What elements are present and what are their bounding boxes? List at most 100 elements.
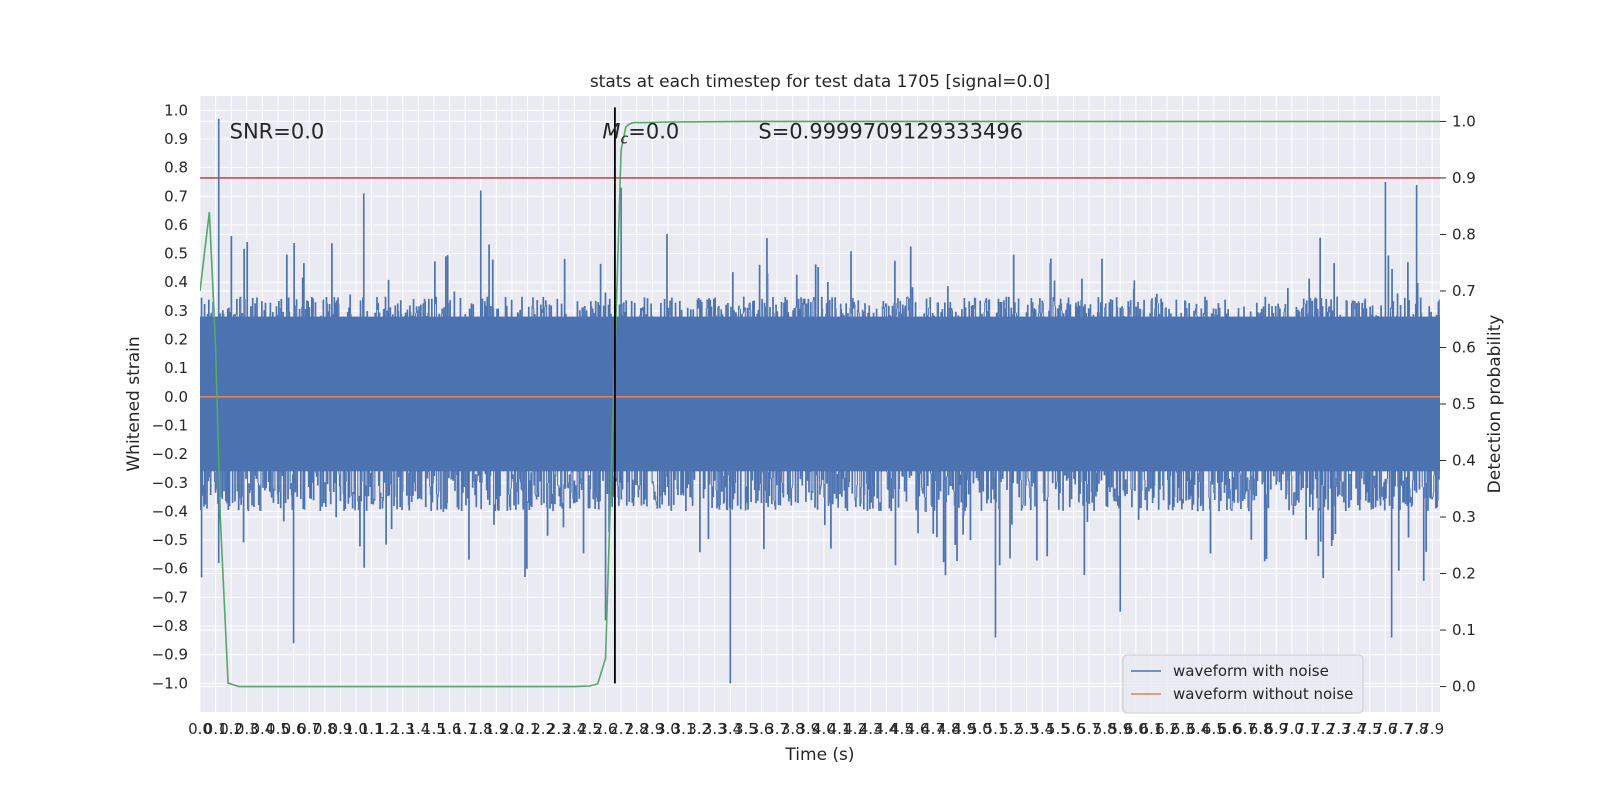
- x-tick-label: 4.0: [812, 720, 836, 738]
- y-tick-label: 0.7: [164, 187, 188, 205]
- x-tick-label: 2.2: [531, 720, 555, 738]
- y-tick-label: 0.3: [164, 302, 188, 320]
- x-tick-label: 5.8: [1093, 720, 1117, 738]
- y2-tick-label: 0.3: [1452, 508, 1476, 526]
- x-tick-label: 1.5: [422, 720, 446, 738]
- x-tick-label: 3.5: [734, 720, 758, 738]
- y-tick-label: 0.6: [164, 216, 188, 234]
- y2-tick-label: 0.4: [1452, 452, 1476, 470]
- x-tick-label: 0.3: [235, 720, 259, 738]
- x-tick-label: 3.6: [750, 720, 774, 738]
- x-tick-label: 0.0: [188, 720, 212, 738]
- x-tick-label: 3.1: [672, 720, 696, 738]
- x-tick-label: 2.6: [594, 720, 618, 738]
- y-tick-label: 0.4: [164, 273, 188, 291]
- y-tick-label: 0.8: [164, 159, 188, 177]
- x-tick-label: 2.3: [547, 720, 571, 738]
- y2-tick-label: 0.2: [1452, 565, 1476, 583]
- x-tick-label: 2.5: [578, 720, 602, 738]
- x-tick-label: 4.7: [921, 720, 945, 738]
- x-tick-label: 2.7: [609, 720, 633, 738]
- x-tick-label: 4.2: [843, 720, 867, 738]
- x-tick-label: 5.9: [1108, 720, 1132, 738]
- y-tick-label: −0.3: [152, 474, 188, 492]
- annotation-text: SNR=0.0: [230, 119, 325, 143]
- y2-tick-label: 0.1: [1452, 621, 1476, 639]
- y-tick-label: −1.0: [152, 674, 188, 692]
- series-waveform-with-noise-band: [200, 316, 1440, 472]
- x-tick-label: 0.8: [313, 720, 337, 738]
- x-tick-label: 5.2: [999, 720, 1023, 738]
- x-tick-label: 2.9: [640, 720, 664, 738]
- x-tick-label: 6.2: [1155, 720, 1179, 738]
- x-tick-label: 2.0: [500, 720, 524, 738]
- y-tick-labels: −1.0 −0.9 −0.8 −0.7 −0.6 −0.5 −0.4 −0.3 −0.2 −0.1…: [152, 101, 188, 692]
- x-tick-label: 0.7: [297, 720, 321, 738]
- x-tick-label: 5.0: [968, 720, 992, 738]
- x-tick-label: 6.8: [1249, 720, 1273, 738]
- legend-label: waveform without noise: [1173, 685, 1353, 703]
- x-tick-label: 0.6: [282, 720, 306, 738]
- x-tick-label: 5.1: [984, 720, 1008, 738]
- x-tick-label: 1.7: [453, 720, 477, 738]
- x-tick-label: 0.2: [219, 720, 243, 738]
- x-tick-label: 6.4: [1186, 720, 1210, 738]
- x-tick-label: 6.6: [1218, 720, 1242, 738]
- x-tick-label: 7.0: [1280, 720, 1304, 738]
- x-tick-label: 4.1: [828, 720, 852, 738]
- x-tick-label: 0.5: [266, 720, 290, 738]
- chart-title: stats at each timestep for test data 170…: [590, 72, 1050, 92]
- x-tick-label: 1.3: [391, 720, 415, 738]
- x-tick-label: 1.0: [344, 720, 368, 738]
- x-tick-label: 5.6: [1062, 720, 1086, 738]
- x-tick-label: 3.4: [718, 720, 742, 738]
- x-tick-label: 3.3: [703, 720, 727, 738]
- legend-box: [1122, 654, 1364, 714]
- x-tick-label: 7.6: [1373, 720, 1397, 738]
- x-tick-label: 4.6: [906, 720, 930, 738]
- x-tick-label: 3.7: [765, 720, 789, 738]
- x-tick-label: 1.6: [438, 720, 462, 738]
- y-tick-label: −0.1: [152, 416, 188, 434]
- y-tick-label: −0.2: [152, 445, 188, 463]
- x-tick-label: 6.9: [1264, 720, 1288, 738]
- legend: waveform with noise waveform without nois…: [1122, 654, 1364, 714]
- annotation-text: S=0.9999709129333496: [758, 119, 1023, 143]
- y-tick-label: 0.9: [164, 130, 188, 148]
- y2-tick-label: 0.8: [1452, 225, 1476, 243]
- y-tick-label: 0.0: [164, 388, 188, 406]
- x-tick-label: 4.8: [937, 720, 961, 738]
- y2-axis-label: Detection probability: [1485, 315, 1505, 494]
- y-tick-label: −0.8: [152, 617, 188, 635]
- x-tick-label: 0.4: [250, 720, 274, 738]
- y2-tick-labels: 0.0 0.1 0.2 0.3 0.4 0.5 0.6 0.7 0.8 0.9 1.0: [1440, 112, 1476, 696]
- x-tick-labels: 0.00.10.20.30.40.50.60.70.80.91.01.11.21…: [188, 720, 1444, 738]
- x-tick-label: 4.5: [890, 720, 914, 738]
- x-tick-label: 7.7: [1389, 720, 1413, 738]
- y2-tick-label: 1.0: [1452, 112, 1476, 130]
- x-tick-label: 5.4: [1030, 720, 1054, 738]
- y-tick-label: 1.0: [164, 101, 188, 119]
- x-tick-label: 1.9: [484, 720, 508, 738]
- y-tick-label: −0.4: [152, 502, 188, 520]
- x-tick-label: 3.2: [687, 720, 711, 738]
- y-tick-label: −0.9: [152, 646, 188, 664]
- x-tick-label: 6.1: [1140, 720, 1164, 738]
- x-tick-label: 3.9: [796, 720, 820, 738]
- x-tick-label: 6.5: [1202, 720, 1226, 738]
- y-tick-label: −0.6: [152, 560, 188, 578]
- y-tick-label: −0.5: [152, 531, 188, 549]
- x-tick-label: 1.2: [375, 720, 399, 738]
- x-tick-label: 2.8: [625, 720, 649, 738]
- y-tick-label: 0.1: [164, 359, 188, 377]
- x-tick-label: 7.8: [1405, 720, 1429, 738]
- y2-tick-label: 0.5: [1452, 395, 1476, 413]
- x-tick-label: 7.2: [1311, 720, 1335, 738]
- x-tick-label: 7.3: [1327, 720, 1351, 738]
- y2-tick-label: 0.7: [1452, 282, 1476, 300]
- legend-label: waveform with noise: [1173, 662, 1329, 680]
- x-tick-label: 4.4: [874, 720, 898, 738]
- x-tick-label: 2.4: [562, 720, 586, 738]
- y2-tick-label: 0.0: [1452, 678, 1476, 696]
